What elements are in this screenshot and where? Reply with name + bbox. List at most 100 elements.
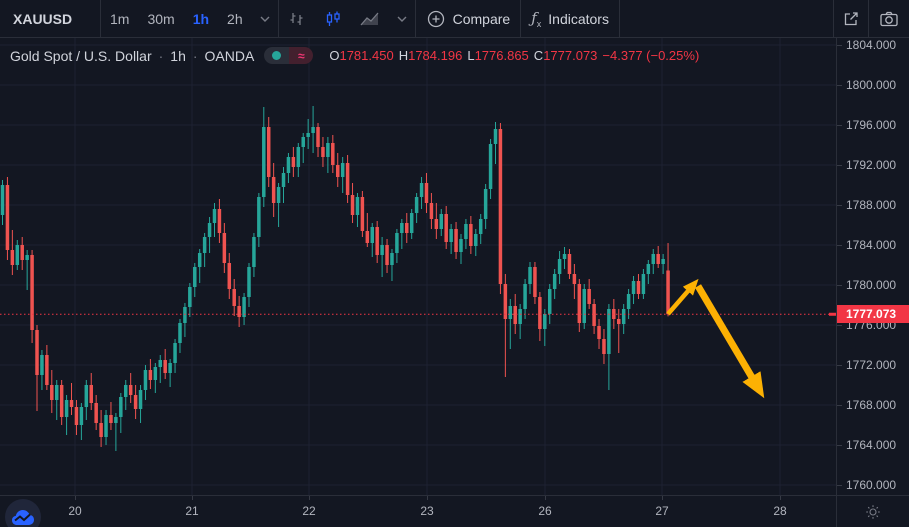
top-toolbar: XAUUSD 1m 30m 1h 2h xyxy=(0,0,909,38)
price-tick-label: 1760.000 xyxy=(846,478,897,492)
price-tick-label: 1764.000 xyxy=(846,438,897,452)
chart-pane: Gold Spot / U.S. Dollar · 1h · OANDA ≈ O… xyxy=(0,38,836,527)
price-tick-label: 1796.000 xyxy=(846,118,897,132)
toolbar-divider xyxy=(100,0,101,37)
time-tick-label: 21 xyxy=(185,504,199,518)
grid-layer xyxy=(0,38,836,495)
compare-button[interactable]: Compare xyxy=(416,0,521,37)
toolbar-divider xyxy=(868,0,869,37)
symbol-button[interactable]: XAUUSD xyxy=(0,0,100,37)
delayed-data-icon: ≈ xyxy=(289,47,314,64)
timeframe-2h[interactable]: 2h xyxy=(218,0,252,37)
fx-icon: ƒx xyxy=(531,8,542,29)
timeframe-group: 1m 30m 1h 2h xyxy=(101,0,278,37)
legend-separator: · xyxy=(192,47,198,64)
toolbar-spacer xyxy=(620,0,833,37)
legend-interval[interactable]: 1h xyxy=(170,47,186,64)
time-axis-tick xyxy=(427,496,428,500)
price-tick-label: 1804.000 xyxy=(846,38,897,52)
bar-chart-icon[interactable] xyxy=(279,0,315,37)
time-tick-label: 22 xyxy=(302,504,316,518)
price-tick-label: 1800.000 xyxy=(846,78,897,92)
price-tick-label: 1788.000 xyxy=(846,198,897,212)
market-status-pill[interactable]: ≈ xyxy=(264,47,314,64)
trend-arrows-annotation[interactable] xyxy=(666,278,765,399)
price-tick-label: 1784.000 xyxy=(846,238,897,252)
close-label: C xyxy=(533,48,544,63)
price-axis[interactable]: 1804.000 1800.000 1796.000 1792.000 1788.000… xyxy=(836,38,909,495)
last-price-label: 1777.073 xyxy=(837,305,909,324)
symbol-label: XAUUSD xyxy=(13,10,73,27)
time-tick-label: 23 xyxy=(420,504,434,518)
chart-canvas[interactable] xyxy=(0,38,836,495)
price-tick-label: 1768.000 xyxy=(846,398,897,412)
toolbar-divider xyxy=(618,0,620,37)
area-chart-icon[interactable] xyxy=(351,0,389,37)
toolbar-divider xyxy=(277,0,279,37)
price-axis-tick xyxy=(837,164,842,166)
timeframe-1m[interactable]: 1m xyxy=(101,0,138,37)
indicators-label: Indicators xyxy=(548,10,609,27)
price-tick-label: 1772.000 xyxy=(846,358,897,372)
open-label: O xyxy=(329,48,340,63)
price-axis-tick xyxy=(837,44,842,46)
time-axis-tick xyxy=(545,496,546,500)
price-axis-tick xyxy=(837,324,842,326)
time-axis-tick xyxy=(75,496,76,500)
high-label: H xyxy=(398,48,409,63)
open-value: 1781.450 xyxy=(339,48,394,63)
candlestick-chart-icon[interactable] xyxy=(315,0,351,37)
price-axis-tick xyxy=(837,444,842,446)
price-tick-label: 1792.000 xyxy=(846,158,897,172)
publish-share-icon[interactable] xyxy=(834,0,868,37)
chart-style-chevron-icon[interactable] xyxy=(389,0,415,37)
toolbar-divider xyxy=(414,0,416,37)
price-axis-tick xyxy=(837,364,842,366)
price-axis-tick xyxy=(837,404,842,406)
low-label: L xyxy=(467,48,475,63)
screenshot-camera-icon[interactable] xyxy=(869,0,909,37)
axis-corner xyxy=(836,495,909,527)
sun-theme-icon[interactable] xyxy=(865,504,881,520)
timeframe-30m[interactable]: 30m xyxy=(138,0,183,37)
time-tick-label: 28 xyxy=(773,504,787,518)
price-axis-tick xyxy=(837,84,842,86)
price-axis-tick xyxy=(837,244,842,246)
market-open-indicator xyxy=(264,47,290,64)
time-tick-label: 27 xyxy=(655,504,669,518)
indicators-button[interactable]: ƒx Indicators xyxy=(521,0,619,37)
ohlc-readout: O1781.450 H1784.196 L1776.865 C1777.073 … xyxy=(329,48,699,63)
market-open-dot-icon xyxy=(272,51,282,60)
time-axis-tick xyxy=(780,496,781,500)
compare-plus-icon xyxy=(427,10,444,27)
price-axis-tick xyxy=(837,124,842,126)
time-axis[interactable]: 20 21 22 23 26 27 28 xyxy=(0,495,836,527)
time-axis-tick xyxy=(662,496,663,500)
high-value: 1784.196 xyxy=(408,48,463,63)
toolbar-divider xyxy=(833,0,834,37)
time-tick-label: 26 xyxy=(538,504,552,518)
chart-legend: Gold Spot / U.S. Dollar · 1h · OANDA ≈ O… xyxy=(10,47,699,64)
time-axis-tick xyxy=(309,496,310,500)
last-price-line xyxy=(0,312,836,316)
time-tick-label: 20 xyxy=(68,504,82,518)
legend-exchange[interactable]: OANDA xyxy=(204,47,255,64)
price-tick-label: 1780.000 xyxy=(846,278,897,292)
legend-title[interactable]: Gold Spot / U.S. Dollar xyxy=(10,47,152,64)
price-axis-tick xyxy=(837,484,842,486)
tradingview-logo[interactable] xyxy=(5,499,41,527)
candles-series xyxy=(0,106,670,451)
compare-label: Compare xyxy=(452,10,511,27)
close-value: 1777.073 xyxy=(543,48,598,63)
chart-style-group xyxy=(279,0,415,37)
toolbar-divider xyxy=(520,0,522,37)
price-axis-tick xyxy=(837,284,842,286)
low-value: 1776.865 xyxy=(474,48,529,63)
change-value: −4.377 (−0.25%) xyxy=(602,48,700,63)
timeframe-dropdown-chevron-icon[interactable] xyxy=(252,0,278,37)
time-axis-tick xyxy=(192,496,193,500)
price-axis-tick xyxy=(837,204,842,206)
timeframe-1h[interactable]: 1h xyxy=(184,0,218,37)
legend-separator: · xyxy=(158,47,164,64)
